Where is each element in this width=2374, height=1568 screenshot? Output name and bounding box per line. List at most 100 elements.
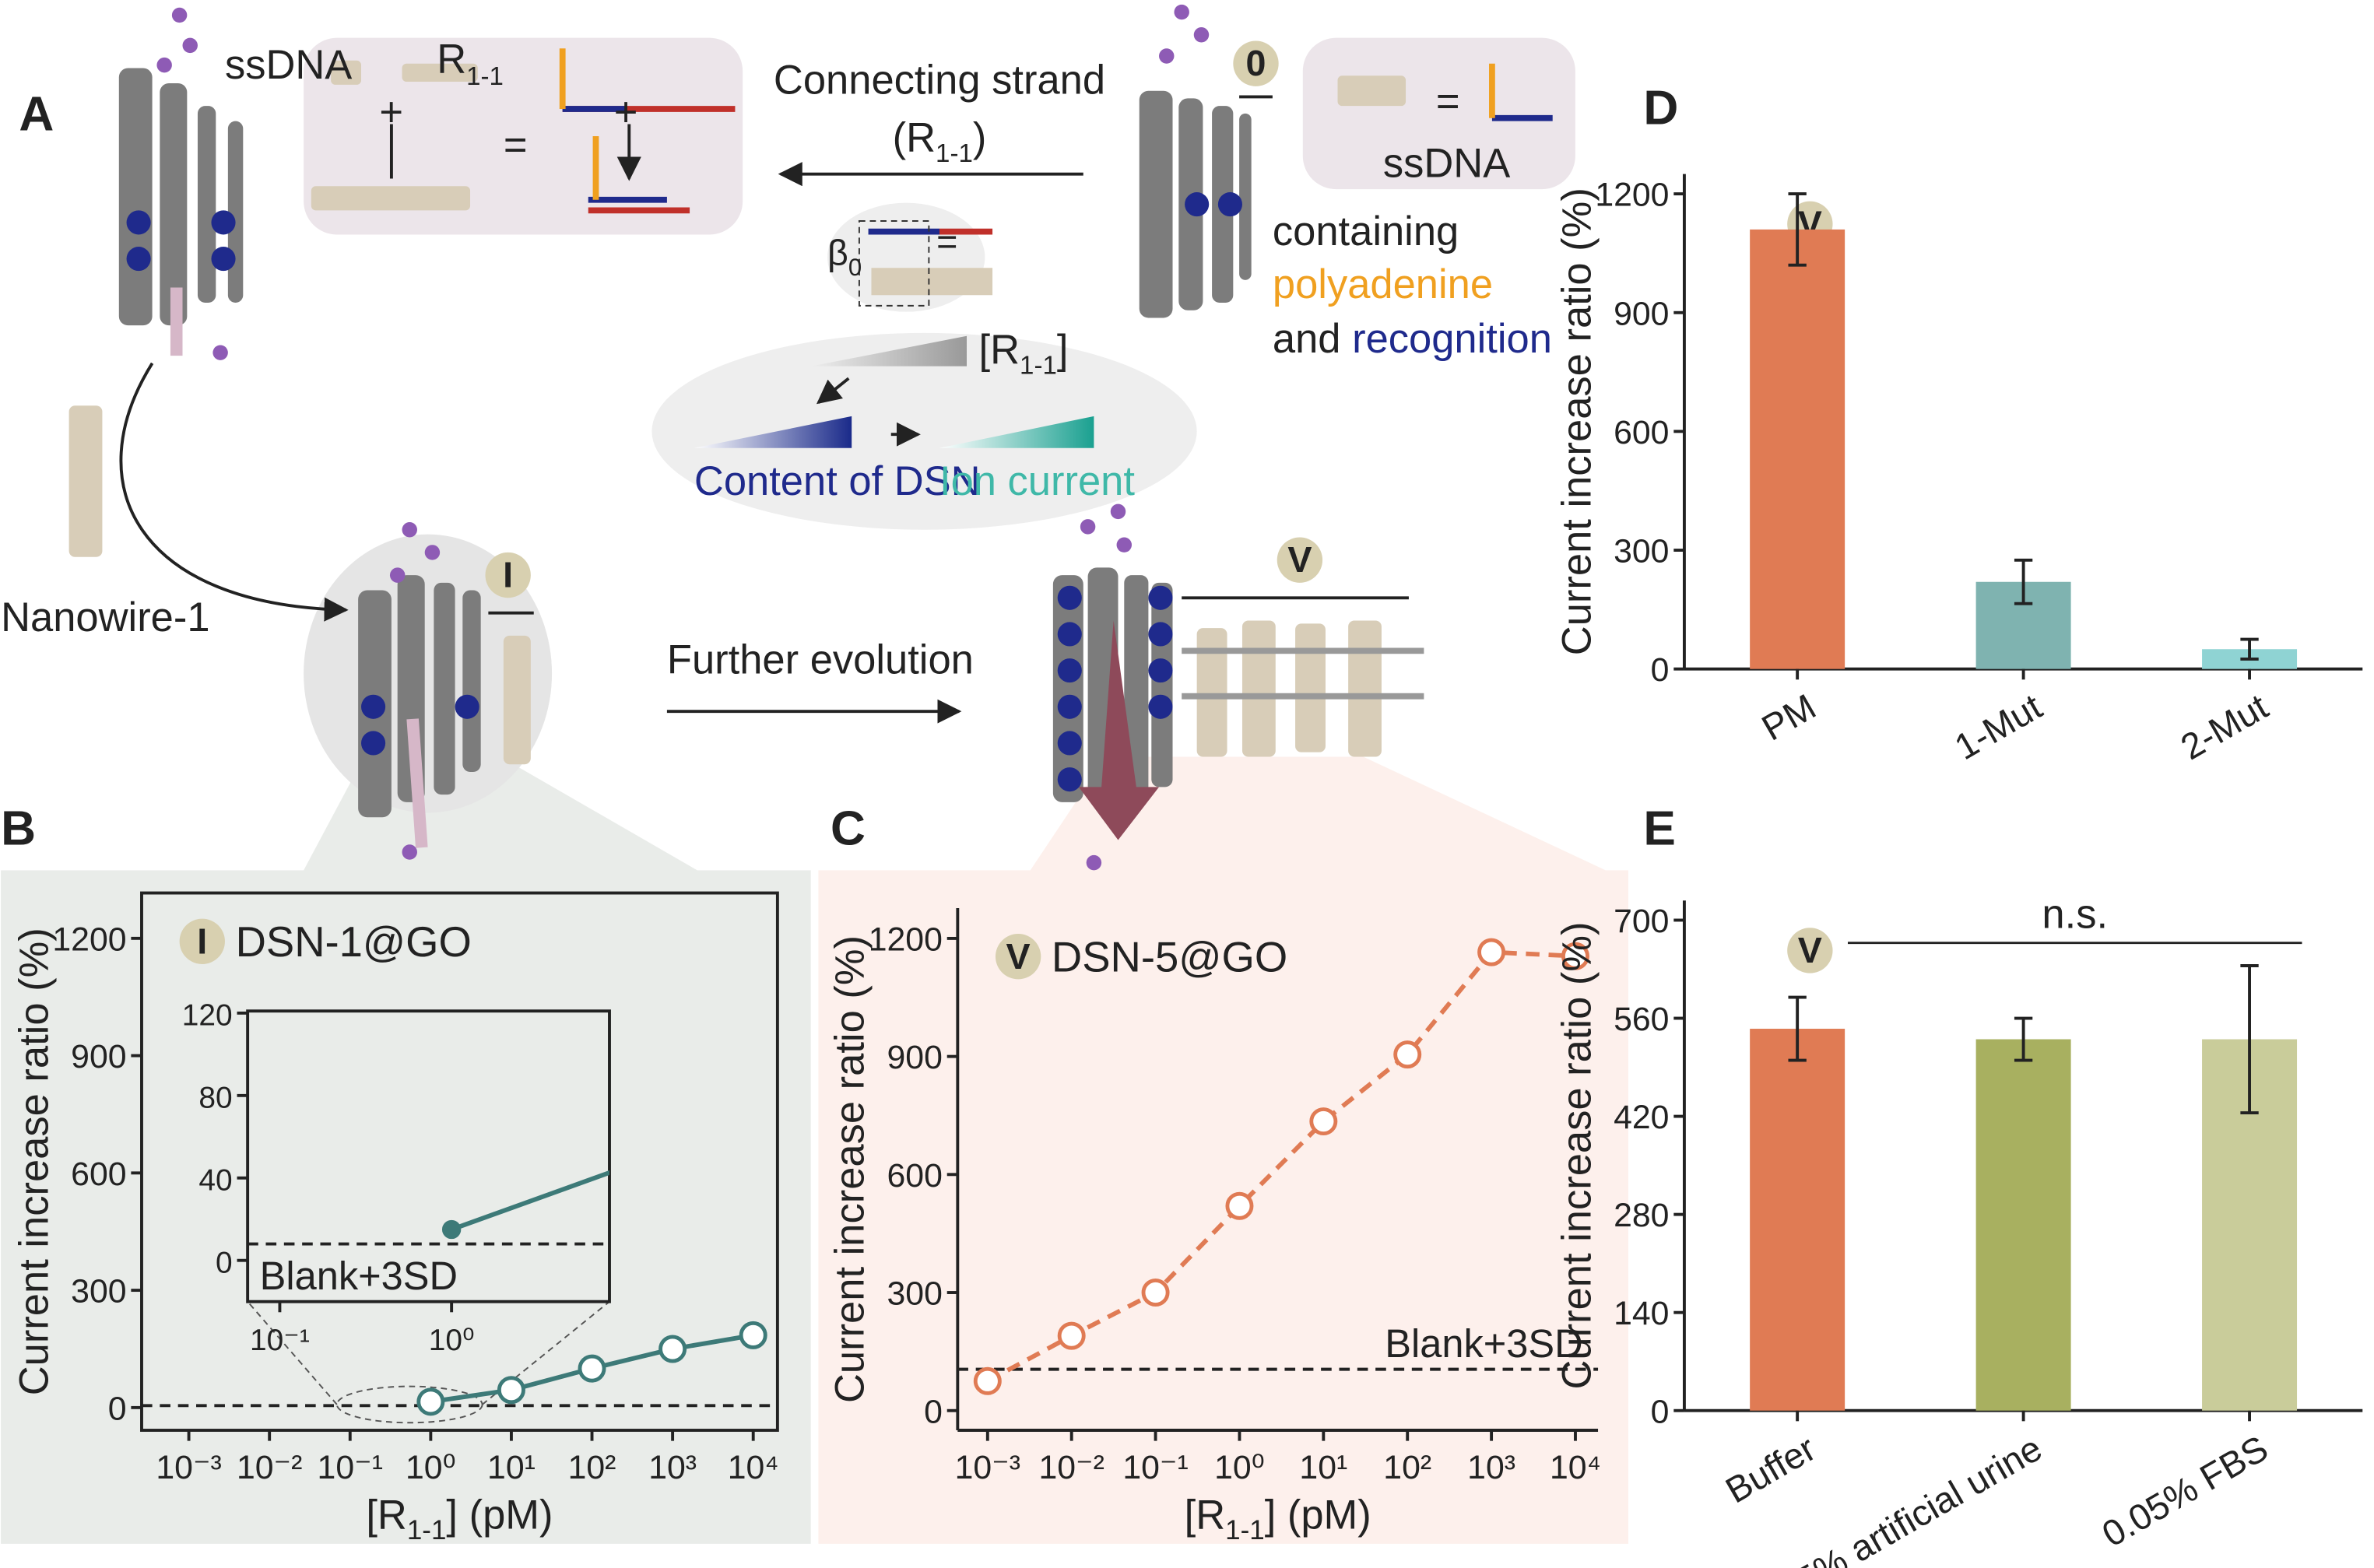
x-axis-title: [R bbox=[366, 1492, 407, 1538]
panel-label: B bbox=[1, 802, 36, 855]
label: polyadenine bbox=[1273, 261, 1493, 307]
badge bbox=[995, 934, 1041, 980]
point bbox=[441, 1219, 462, 1240]
point bbox=[1141, 1279, 1170, 1307]
x-tick-label: 1-Mut bbox=[1948, 686, 2049, 768]
point bbox=[1309, 1107, 1338, 1136]
y-tick-label: 1200 bbox=[869, 921, 943, 958]
point bbox=[1477, 938, 1506, 966]
bar bbox=[1975, 1039, 2071, 1411]
label: [R1-1] bbox=[979, 327, 1069, 381]
x-tick-label: 10³ bbox=[1467, 1449, 1515, 1486]
x-tick-label: 10⁰ bbox=[406, 1449, 456, 1486]
labels: A B C D E ssDNA R1-1 + = + = = Connectin… bbox=[1, 36, 1678, 855]
point bbox=[973, 1366, 1002, 1395]
schematic: A B C D E ssDNA R1-1 + = + = = Connectin… bbox=[1, 4, 1678, 1544]
box bbox=[858, 219, 930, 307]
x-tick-label: 5% artificial urine bbox=[1789, 1428, 2049, 1568]
point bbox=[658, 1335, 687, 1363]
label: Connecting strand bbox=[774, 58, 1105, 103]
label: 1-1 bbox=[936, 139, 973, 168]
error-bar bbox=[1788, 995, 1807, 1062]
x-tick-label: 10¹ bbox=[1299, 1449, 1347, 1486]
label: and recognition bbox=[1273, 316, 1552, 362]
symbol: = bbox=[504, 122, 528, 168]
y-axis-title: Current increase ratio (%) bbox=[827, 935, 873, 1403]
x-axis-title: 1-1 bbox=[407, 1515, 447, 1545]
y-tick-label: 0 bbox=[1651, 651, 1670, 689]
point bbox=[1393, 1040, 1422, 1069]
label: and bbox=[1273, 316, 1341, 362]
x-axis-title: ] (pM) bbox=[1265, 1492, 1371, 1538]
symbol: = bbox=[1436, 79, 1460, 125]
y-tick-label: 1200 bbox=[52, 921, 126, 958]
y-tick-label: 900 bbox=[887, 1039, 943, 1076]
label: β bbox=[827, 232, 848, 272]
y-tick-label: 0 bbox=[924, 1393, 943, 1430]
x-tick-label: 10⁰ bbox=[429, 1324, 475, 1357]
y-tick-label: 560 bbox=[1614, 1001, 1669, 1038]
zoom bbox=[247, 1300, 610, 1405]
label: containing bbox=[1273, 209, 1459, 254]
y-tick-label: 300 bbox=[887, 1275, 943, 1313]
nanowire bbox=[871, 268, 993, 296]
badge-label: V bbox=[1006, 936, 1031, 977]
y-tick-label: 40 bbox=[198, 1163, 232, 1197]
y-tick-label: 0 bbox=[108, 1390, 127, 1427]
x-axis-title: [R1-1] (pM) bbox=[1185, 1492, 1371, 1545]
panel-label: D bbox=[1643, 81, 1678, 135]
y-tick-label: 1200 bbox=[1595, 177, 1669, 214]
label: ] bbox=[1057, 327, 1069, 373]
gradient bbox=[939, 416, 1094, 448]
badge bbox=[179, 918, 225, 964]
y-tick-label: 900 bbox=[1614, 295, 1669, 332]
point bbox=[416, 1387, 445, 1416]
bar bbox=[1750, 229, 1845, 669]
point bbox=[739, 1321, 767, 1349]
point bbox=[578, 1354, 606, 1383]
nanowires bbox=[68, 60, 1406, 765]
gradient bbox=[810, 335, 968, 367]
x-tick-label: 10¹ bbox=[487, 1449, 536, 1486]
label: ssDNA bbox=[1383, 141, 1510, 187]
arrows bbox=[119, 95, 1409, 724]
label: Further evolution bbox=[667, 637, 974, 683]
bar bbox=[1750, 1029, 1845, 1411]
flow-arrow bbox=[1078, 620, 1160, 840]
y-tick-label: 900 bbox=[71, 1038, 126, 1075]
strand bbox=[559, 48, 1495, 200]
line bbox=[451, 1170, 609, 1232]
point bbox=[1057, 1321, 1086, 1350]
y-tick-label: 700 bbox=[1614, 903, 1669, 940]
y-tick-label: 280 bbox=[1614, 1197, 1669, 1234]
x-tick-label: 10⁻¹ bbox=[1122, 1449, 1188, 1486]
panel-label: C bbox=[831, 802, 866, 855]
label: (R1-1) bbox=[893, 114, 987, 168]
x-axis-title: 1-1 bbox=[1225, 1515, 1265, 1545]
links bbox=[1182, 647, 1424, 700]
y-tick-label: 420 bbox=[1614, 1099, 1669, 1136]
x-tick-label: 10² bbox=[568, 1449, 616, 1486]
line bbox=[986, 949, 1576, 1384]
y-tick-label: 0 bbox=[1651, 1393, 1670, 1430]
badge bbox=[1233, 40, 1279, 86]
series bbox=[441, 1170, 609, 1240]
label: Ion current bbox=[939, 458, 1135, 504]
label: (R bbox=[893, 114, 936, 160]
gradient bbox=[694, 416, 852, 448]
charges bbox=[126, 192, 1242, 792]
annotation: n.s. bbox=[2042, 891, 2108, 937]
error-bar bbox=[2014, 558, 2033, 605]
series bbox=[973, 938, 1589, 1395]
x-axis-title: [R bbox=[1185, 1492, 1226, 1538]
x-tick-label: 10⁰ bbox=[1214, 1449, 1265, 1486]
badge-label: V bbox=[1287, 539, 1312, 580]
symbol: = bbox=[936, 222, 957, 262]
label: Content of DSN bbox=[694, 458, 981, 504]
x-tick-label: 10⁻² bbox=[237, 1449, 302, 1486]
panel-label: E bbox=[1643, 802, 1676, 855]
badge-label: 0 bbox=[1246, 43, 1266, 83]
x-tick-label: 2-Mut bbox=[2174, 686, 2274, 768]
point bbox=[497, 1376, 525, 1405]
